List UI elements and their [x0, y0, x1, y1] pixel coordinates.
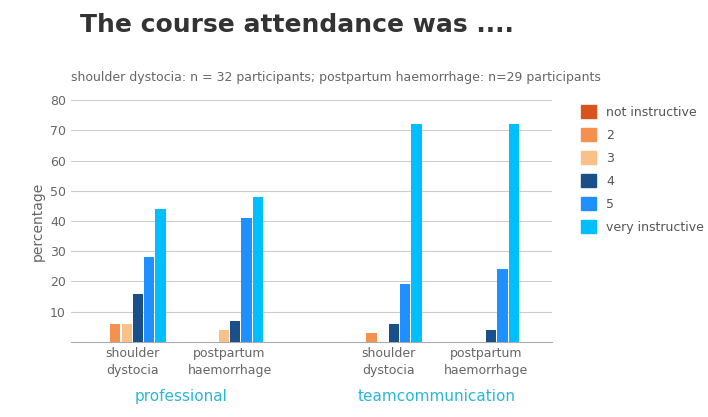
- Text: shoulder dystocia: n = 32 participants; postpartum haemorrhage: n=29 participant: shoulder dystocia: n = 32 participants; …: [71, 71, 600, 84]
- Bar: [498, 269, 508, 342]
- Bar: [133, 294, 143, 342]
- Bar: [509, 124, 519, 342]
- Text: professional: professional: [135, 389, 227, 404]
- Bar: [389, 324, 399, 342]
- Bar: [230, 321, 240, 342]
- Bar: [241, 218, 251, 342]
- Bar: [155, 209, 166, 342]
- Legend: not instructive, 2, 3, 4, 5, very instructive: not instructive, 2, 3, 4, 5, very instru…: [578, 101, 708, 238]
- Bar: [219, 330, 229, 342]
- Bar: [400, 284, 411, 342]
- Bar: [144, 257, 154, 342]
- Bar: [366, 333, 377, 342]
- Y-axis label: percentage: percentage: [30, 181, 45, 261]
- Bar: [122, 324, 132, 342]
- Text: teamcommunication: teamcommunication: [358, 389, 516, 404]
- Text: The course attendance was ....: The course attendance was ....: [81, 13, 514, 37]
- Bar: [486, 330, 496, 342]
- Bar: [110, 324, 120, 342]
- Bar: [253, 197, 263, 342]
- Bar: [411, 124, 422, 342]
